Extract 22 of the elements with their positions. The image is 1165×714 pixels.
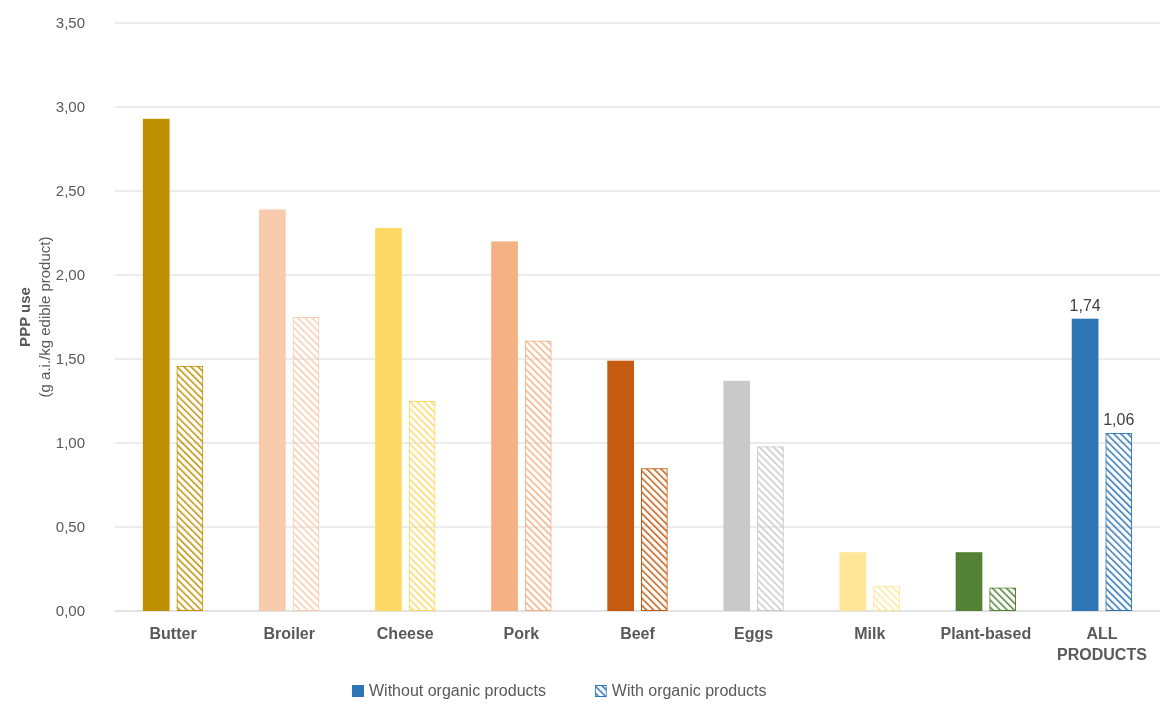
data-label: 1,06 bbox=[1103, 410, 1135, 428]
y-tick-label: 3,50 bbox=[55, 14, 85, 32]
y-tick-label: 1,00 bbox=[55, 434, 85, 452]
y-tick-label: 0,00 bbox=[55, 602, 85, 620]
y-tick-label: 2,00 bbox=[55, 266, 85, 284]
legend-label: Without organic products bbox=[369, 682, 546, 699]
x-tick-label: Butter bbox=[149, 625, 197, 642]
y-axis-title: PPP use (g a.i./kg edible product) bbox=[16, 236, 53, 398]
y-tick-label: 2,50 bbox=[55, 182, 85, 200]
y-tick-label: 3,00 bbox=[55, 98, 85, 116]
x-tick-label: Milk bbox=[854, 625, 886, 642]
x-tick-label: Cheese bbox=[376, 625, 434, 642]
x-tick-label: Plant-based bbox=[940, 625, 1032, 642]
data-label: 1,74 bbox=[1069, 296, 1101, 314]
legend-label: With organic products bbox=[611, 682, 767, 699]
x-tick-label: Beef bbox=[620, 625, 656, 642]
x-tick-label: Eggs bbox=[734, 625, 774, 642]
x-tick-label: Pork bbox=[503, 625, 540, 642]
x-tick-label: Broiler bbox=[263, 625, 315, 642]
y-tick-label: 0,50 bbox=[55, 518, 85, 536]
y-tick-label: 1,50 bbox=[55, 350, 85, 368]
x-tick-label: ALL PRODUCTS bbox=[1057, 625, 1148, 663]
